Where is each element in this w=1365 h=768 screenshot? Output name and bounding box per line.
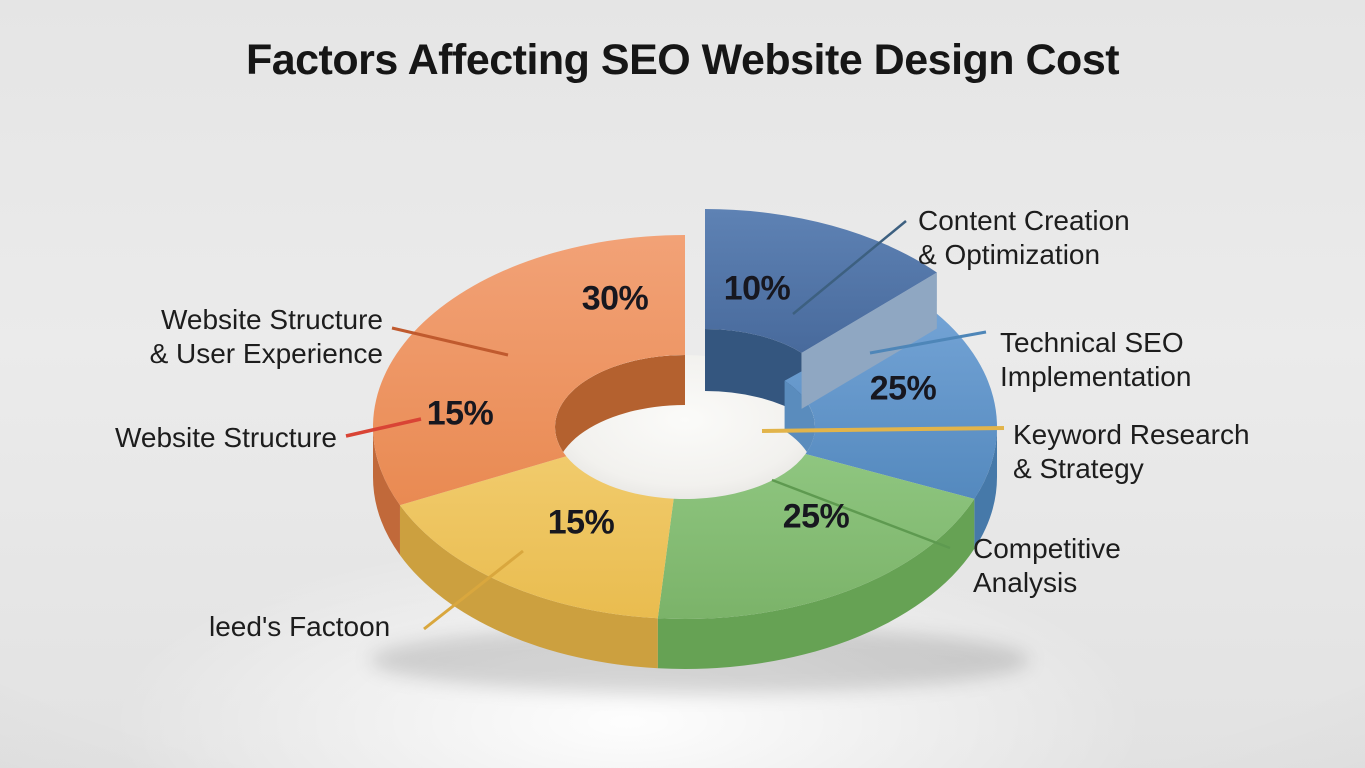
pct-label-2: 25% [869, 369, 937, 408]
callout-line: & Optimization [918, 239, 1101, 270]
pct-label-0: 30% [581, 279, 649, 318]
slice-top-content-creation [705, 209, 937, 353]
slice-side-competitive-analysis [657, 498, 975, 669]
callout-line: Competitive [973, 533, 1121, 564]
callout-line: Content Creation [918, 205, 1130, 236]
leader-line-0 [792, 220, 907, 315]
callout-line: Implementation [1000, 361, 1192, 392]
pct-label-3: 25% [782, 497, 850, 536]
callout-line: & User Experience [149, 338, 383, 369]
inner-wall-website-structure [555, 355, 685, 499]
slice-side-technical-seo [974, 427, 997, 549]
callout-line: Technical SEO [1000, 327, 1184, 358]
callout-line: Keyword Research [1013, 419, 1250, 450]
callout-label-6: leed's Factoon [209, 610, 390, 644]
slice-side-website-structure [373, 427, 400, 556]
inner-wall-content-creation [705, 329, 802, 415]
callout-label-3: Competitive Analysis [973, 532, 1121, 600]
callout-label-4: Website Structure & User Experience [150, 303, 383, 371]
pct-label-4: 15% [547, 503, 615, 542]
callout-line: leed's Factoon [209, 611, 391, 642]
leader-line-1 [869, 330, 987, 355]
leader-line-4 [391, 326, 509, 357]
leader-line-3 [771, 478, 951, 550]
callout-label-5: Website Structure [115, 421, 337, 455]
slice-top-leeds-factoon [399, 456, 674, 619]
callout-line: Website Structure [160, 304, 383, 335]
pct-label-5: 15% [426, 394, 494, 433]
callout-label-2: Keyword Research & Strategy [1013, 418, 1250, 486]
callout-line: Analysis [973, 567, 1078, 598]
chart-title: Factors Affecting SEO Website Design Cos… [245, 36, 1120, 84]
callout-line: & Strategy [1013, 453, 1144, 484]
callout-line: Website Structure [114, 422, 337, 453]
leader-line-2 [761, 426, 1005, 433]
leader-line-6 [423, 549, 524, 631]
pct-label-1: 10% [723, 269, 791, 308]
slice-cutface-content-creation [801, 272, 937, 409]
slice-side-leeds-factoon [399, 505, 658, 669]
slice-top-website-structure [372, 235, 685, 506]
leader-line-5 [345, 417, 422, 438]
callout-label-1: Technical SEO Implementation [1000, 326, 1191, 394]
slice-top-competitive-analysis [657, 453, 975, 620]
callout-label-0: Content Creation & Optimization [918, 204, 1130, 272]
